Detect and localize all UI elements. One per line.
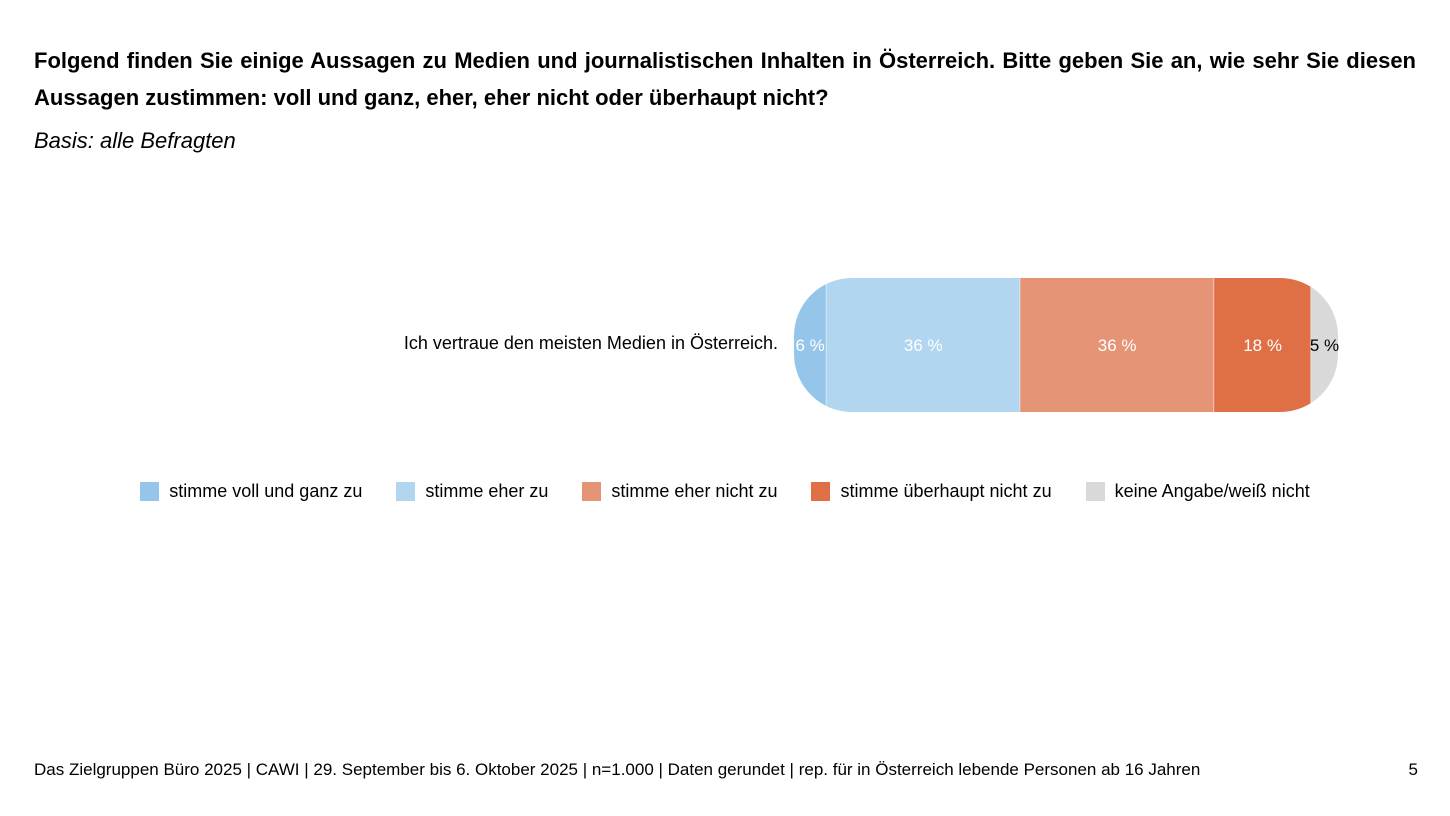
data-label: 5 % — [1310, 336, 1339, 355]
legend-item: stimme eher nicht zu — [582, 481, 777, 502]
basis-note: Basis: alle Befragten — [34, 128, 236, 153]
data-label: 6 % — [796, 336, 825, 355]
data-labels: 6 % 36 % 36 % 18 % 5 % — [796, 336, 1340, 355]
data-label: 18 % — [1243, 336, 1282, 355]
legend-item: keine Angabe/weiß nicht — [1085, 481, 1310, 502]
legend-item: stimme eher zu — [396, 481, 548, 502]
legend-label: stimme eher zu — [425, 481, 549, 501]
legend-swatch — [396, 482, 416, 501]
legend: stimme voll und ganz zu stimme eher zu s… — [0, 481, 1450, 502]
category-label: Ich vertraue den meisten Medien in Öster… — [403, 333, 778, 353]
data-label: 36 % — [904, 336, 943, 355]
question-text: Folgend finden Sie einige Aussagen zu Me… — [34, 48, 1416, 110]
legend-label: keine Angabe/weiß nicht — [1114, 481, 1310, 501]
legend-label: stimme voll und ganz zu — [169, 481, 363, 501]
legend-swatch — [140, 482, 160, 501]
legend-swatch — [811, 482, 831, 501]
legend-label: stimme überhaupt nicht zu — [840, 481, 1052, 501]
legend-label: stimme eher nicht zu — [611, 481, 778, 501]
bar-segment — [1214, 278, 1312, 412]
legend-item: stimme voll und ganz zu — [140, 481, 362, 502]
data-label: 36 % — [1098, 336, 1137, 355]
footer-source: Das Zielgruppen Büro 2025 | CAWI | 29. S… — [34, 760, 1201, 779]
bar-segment — [1020, 278, 1215, 412]
legend-swatch — [1085, 482, 1105, 501]
page-number: 5 — [1408, 760, 1418, 779]
legend-item: stimme überhaupt nicht zu — [811, 481, 1052, 502]
bar-segments — [794, 278, 1338, 412]
bar-segment — [826, 278, 1021, 412]
legend-swatch — [582, 482, 602, 501]
